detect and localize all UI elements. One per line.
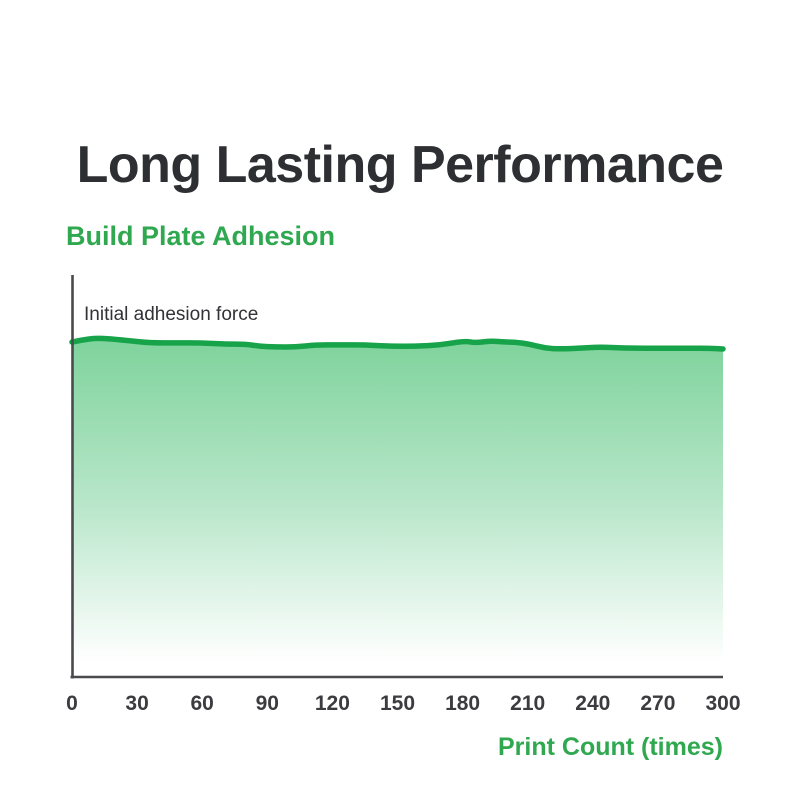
x-tick-label: 240 [575, 692, 611, 715]
adhesion-line [69, 335, 726, 352]
page-title: Long Lasting Performance [76, 135, 724, 194]
x-tick-label: 90 [255, 692, 279, 715]
area-fill [72, 338, 723, 677]
x-tick-label: 270 [640, 692, 676, 715]
x-tick-label: 210 [510, 692, 546, 715]
x-tick-label: 0 [66, 692, 78, 715]
x-tick-label: 150 [379, 692, 416, 715]
x-tick-label: 30 [125, 692, 149, 715]
x-axis-tick-labels: 0 30 60 90 120 150 180 210 240 270 300 [0, 692, 800, 718]
x-tick-label: 120 [314, 692, 350, 715]
x-tick-label: 300 [705, 692, 741, 715]
x-axis-label: Print Count (times) [498, 733, 723, 761]
initial-adhesion-annotation: Initial adhesion force [84, 304, 259, 325]
chart-subtitle: Build Plate Adhesion [66, 221, 336, 251]
x-tick-label: 180 [445, 692, 481, 715]
x-tick-label: 60 [190, 692, 214, 715]
